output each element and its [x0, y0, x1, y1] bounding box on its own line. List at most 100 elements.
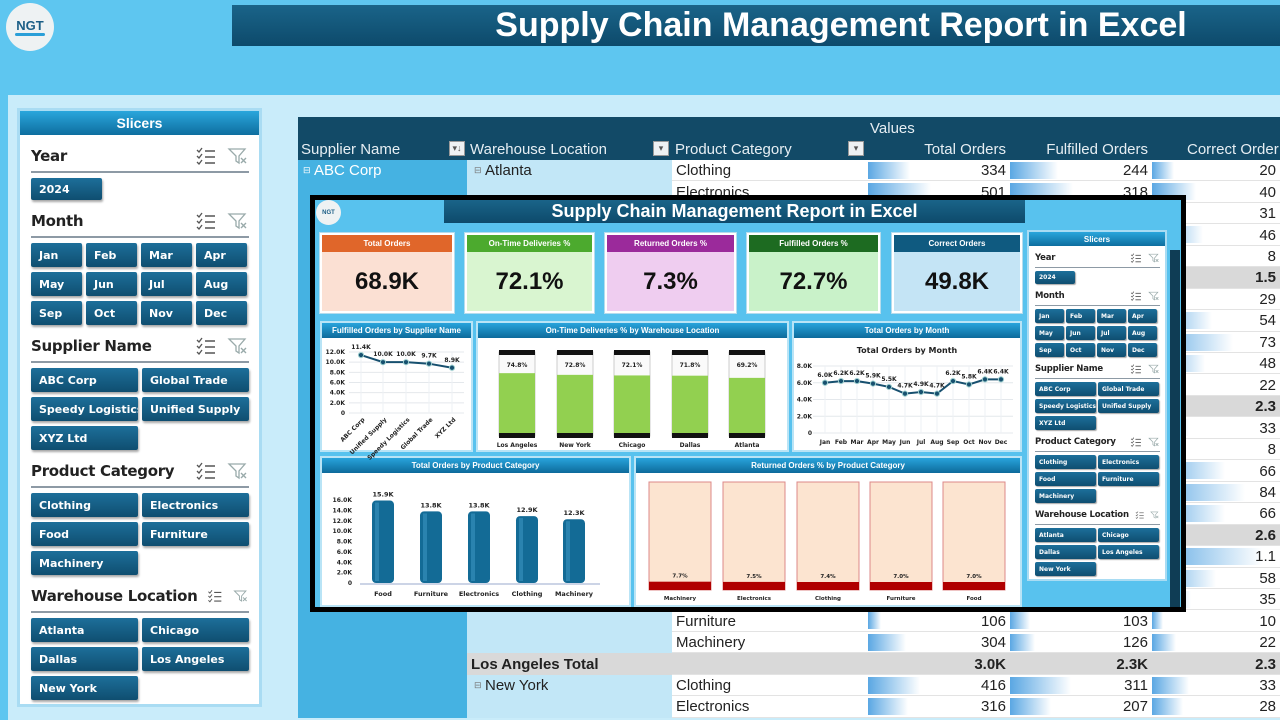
- slicer-item-apr[interactable]: Apr: [196, 243, 247, 267]
- data-bar: [1010, 698, 1051, 716]
- data-bar: [868, 162, 910, 179]
- slicer-item-atlanta[interactable]: Atlanta: [31, 618, 138, 642]
- total-orders-cell: 316: [980, 698, 1006, 716]
- slicer-item-2024[interactable]: 2024: [31, 178, 102, 200]
- slicer-item-global-trade[interactable]: Global Trade: [142, 368, 249, 392]
- slicer-item-new-york[interactable]: New York: [31, 676, 138, 700]
- col-warehouse-location: Warehouse Location: [470, 141, 608, 158]
- correct-orders-cell: 84: [1259, 483, 1276, 501]
- slicer-item-jan[interactable]: Jan: [31, 243, 82, 267]
- slicer-item-xyz-ltd[interactable]: XYZ Ltd: [31, 426, 138, 450]
- slicer-heading: Year: [31, 141, 249, 173]
- fulfilled-orders-cell: 126: [1122, 634, 1148, 652]
- collapse-icon[interactable]: ⊟: [474, 680, 482, 691]
- slicer-item-abc-corp[interactable]: ABC Corp: [31, 368, 138, 392]
- correct-orders-cell: 8: [1267, 441, 1276, 459]
- slicer-item-unified-supply[interactable]: Unified Supply: [142, 397, 249, 421]
- clear-filter-icon[interactable]: [227, 147, 249, 165]
- clear-filter-icon[interactable]: [227, 212, 249, 230]
- data-bar: [1010, 612, 1031, 630]
- correct-orders-cell: 58: [1259, 569, 1276, 587]
- slicer-heading: Supplier Name: [31, 331, 249, 363]
- slicer-item-aug[interactable]: Aug: [196, 272, 247, 296]
- correct-orders-cell: 31: [1259, 205, 1276, 223]
- data-bar: [1152, 633, 1177, 651]
- logo-text: NGT: [16, 18, 44, 33]
- total-orders-cell: 3.0K: [974, 655, 1006, 673]
- table-row: Los Angeles Total 3.0K 2.3K 2.3: [298, 653, 1280, 675]
- data-bar: [868, 612, 882, 630]
- clear-filter-icon[interactable]: [227, 462, 249, 480]
- correct-orders-cell: 29: [1259, 290, 1276, 308]
- slicer-label: Month: [31, 212, 84, 230]
- correct-orders-cell: 35: [1259, 591, 1276, 609]
- data-bar: [1152, 162, 1175, 179]
- slicer-item-may[interactable]: May: [31, 272, 82, 296]
- product-cell: Furniture: [676, 612, 737, 630]
- collapse-icon[interactable]: ⊟: [474, 165, 482, 176]
- correct-orders-cell: 46: [1259, 226, 1276, 244]
- clear-filter-icon[interactable]: [233, 587, 249, 605]
- slicer-item-los-angeles[interactable]: Los Angeles: [142, 647, 249, 671]
- slicer-item-oct[interactable]: Oct: [86, 301, 137, 325]
- warehouse-cell: Los Angeles Total: [471, 655, 599, 673]
- slicer-item-food[interactable]: Food: [31, 522, 138, 546]
- multi-select-icon[interactable]: [207, 587, 223, 605]
- col-total-orders: Total Orders: [924, 141, 1006, 158]
- data-bar: [868, 676, 920, 694]
- correct-orders-cell: 48: [1259, 355, 1276, 373]
- sort-filter-dropdown-icon[interactable]: ▾↓: [449, 141, 465, 156]
- slicer-item-furniture[interactable]: Furniture: [142, 522, 249, 546]
- data-bar: [868, 698, 908, 716]
- slicer-item-dec[interactable]: Dec: [196, 301, 247, 325]
- data-bar: [1152, 612, 1164, 630]
- correct-orders-cell: 8: [1267, 248, 1276, 266]
- correct-orders-cell: 2.3: [1255, 655, 1276, 673]
- multi-select-icon[interactable]: [195, 147, 217, 165]
- slicer-heading: Warehouse Location: [31, 581, 249, 613]
- slicer-label: Warehouse Location: [31, 587, 198, 605]
- data-bar: [1010, 676, 1072, 694]
- correct-orders-cell: 28: [1259, 698, 1276, 716]
- table-row: ⊟ ABC Corp ⊟ Atlanta Clothing 334 244 20: [298, 160, 1280, 182]
- correct-orders-cell: 2.3: [1255, 398, 1276, 416]
- col-supplier-name: Supplier Name: [301, 141, 401, 158]
- fulfilled-orders-cell: 2.3K: [1116, 655, 1148, 673]
- correct-orders-cell: 40: [1259, 183, 1276, 201]
- slicer-item-feb[interactable]: Feb: [86, 243, 137, 267]
- fulfilled-orders-cell: 207: [1122, 698, 1148, 716]
- slicer-item-speedy-logistics[interactable]: Speedy Logistics: [31, 397, 138, 421]
- multi-select-icon[interactable]: [195, 462, 217, 480]
- table-row: Electronics 316 207 28: [298, 696, 1280, 718]
- collapse-icon[interactable]: ⊟: [303, 165, 311, 176]
- slicer-item-chicago[interactable]: Chicago: [142, 618, 249, 642]
- slicer-item-jul[interactable]: Jul: [141, 272, 192, 296]
- filter-dropdown-icon[interactable]: ▾: [653, 141, 669, 156]
- correct-orders-cell: 20: [1259, 162, 1276, 180]
- col-correct-orders: Correct Order: [1187, 141, 1279, 158]
- correct-orders-cell: 54: [1259, 312, 1276, 330]
- supplier-cell: ABC Corp: [314, 162, 382, 180]
- warehouse-cell: Atlanta: [485, 162, 532, 180]
- slicer-item-dallas[interactable]: Dallas: [31, 647, 138, 671]
- multi-select-icon[interactable]: [195, 212, 217, 230]
- slicer-year: Year 2024: [20, 141, 259, 200]
- slicer-label: Supplier Name: [31, 337, 152, 355]
- slicer-item-mar[interactable]: Mar: [141, 243, 192, 267]
- slicer-item-clothing[interactable]: Clothing: [31, 493, 138, 517]
- slicer-item-sep[interactable]: Sep: [31, 301, 82, 325]
- multi-select-icon[interactable]: [195, 337, 217, 355]
- slicer-item-jun[interactable]: Jun: [86, 272, 137, 296]
- slicer-item-electronics[interactable]: Electronics: [142, 493, 249, 517]
- slicer-supplier-name: Supplier Name ABC Corp Global Trade Speedy …: [20, 331, 259, 450]
- ngt-logo: NGT: [6, 3, 54, 51]
- slicer-item-nov[interactable]: Nov: [141, 301, 192, 325]
- slicer-item-machinery[interactable]: Machinery: [31, 551, 138, 575]
- data-bar: [1152, 676, 1189, 694]
- data-bar: [1010, 633, 1035, 651]
- slicer-heading: Month: [31, 206, 249, 238]
- filter-dropdown-icon[interactable]: ▾: [848, 141, 864, 156]
- pivot-header: Values Supplier Name ▾↓ Warehouse Locati…: [298, 117, 1280, 160]
- clear-filter-icon[interactable]: [227, 337, 249, 355]
